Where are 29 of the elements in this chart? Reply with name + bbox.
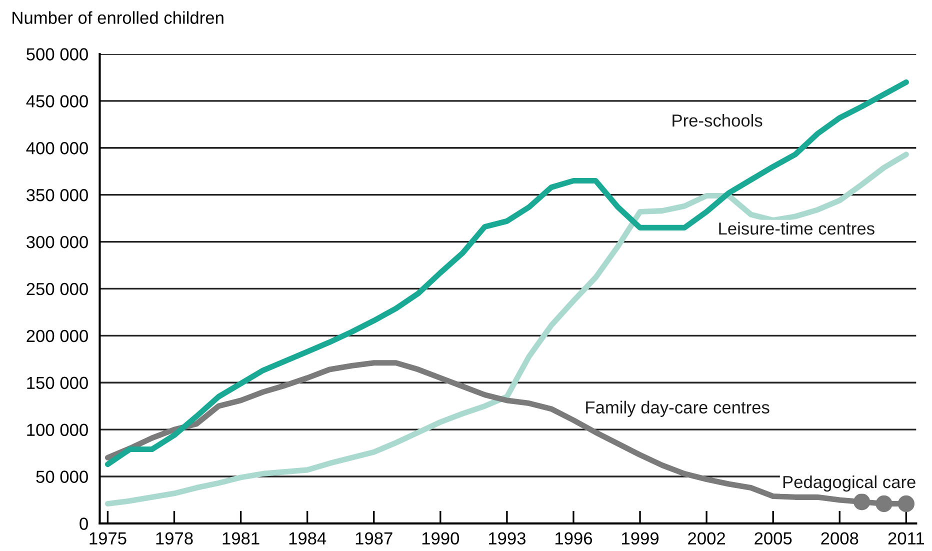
y-tick-label: 200 000 — [26, 330, 88, 342]
y-tick-label: 50 000 — [36, 470, 88, 483]
x-tick-label: 2005 — [754, 532, 792, 545]
x-tick-label: 2011 — [888, 532, 924, 545]
text: Pre-schools — [672, 114, 762, 127]
x-tick-label: 2008 — [821, 532, 858, 545]
y-tick-label: 450 000 — [26, 95, 88, 108]
x-tick-label: 1975 — [90, 532, 126, 545]
x-tick-label: 1981 — [222, 532, 260, 545]
y-tick-label: 300 000 — [26, 236, 88, 248]
y-tick-label: 400 000 — [26, 142, 88, 154]
series-label: Leisure-time centres — [719, 222, 874, 235]
y-tick-label: 150 000 — [27, 376, 88, 390]
y-tick-label: 250 000 — [26, 282, 88, 296]
x-tick-label: 1978 — [156, 532, 193, 545]
y-tick-label: 350 000 — [26, 189, 88, 202]
x-tick-label: 2002 — [688, 532, 725, 545]
y-tick-label: 500 000 — [26, 48, 88, 60]
series-label: Family day-care centres — [586, 400, 770, 417]
x-tick-label: 1990 — [422, 532, 460, 545]
x-tick-label: 1993 — [488, 532, 526, 545]
x-tick-label: 1996 — [555, 532, 592, 545]
y-tick-label: 0 — [80, 518, 88, 530]
y-axis-title: Number of enrolled children — [12, 11, 224, 24]
x-tick-label: 1999 — [622, 532, 659, 545]
x-tick-label: 1984 — [289, 532, 326, 545]
x-tick-label: 1987 — [356, 532, 392, 545]
y-tick-label: 100 000 — [27, 424, 88, 436]
series-label: Pedagogical care — [783, 475, 916, 492]
